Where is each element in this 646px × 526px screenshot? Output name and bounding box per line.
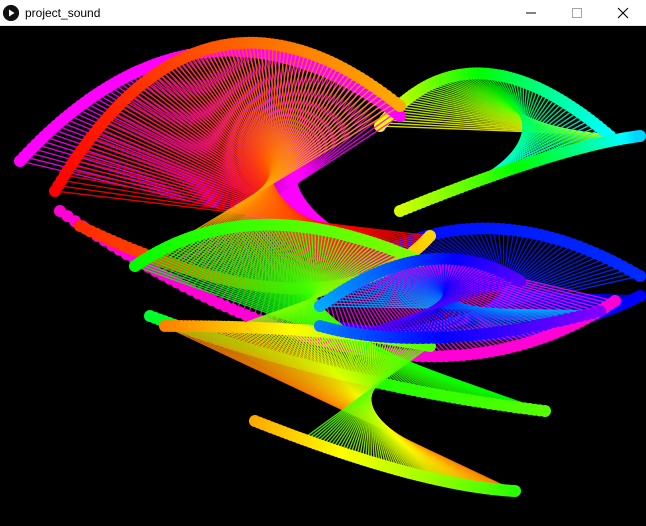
close-button[interactable]	[600, 0, 646, 26]
sketch-canvas[interactable]	[0, 26, 646, 526]
string-line	[128, 94, 383, 273]
edge-dot	[394, 100, 406, 112]
string-line	[139, 85, 375, 276]
processing-play-icon	[3, 4, 19, 21]
edge-dot	[609, 295, 621, 307]
edge-dot	[594, 305, 606, 317]
edge-dot	[634, 130, 646, 142]
sound-visualization	[14, 36, 646, 497]
edge-dot	[514, 275, 526, 287]
ribbon-lower-orange	[159, 320, 521, 497]
string-line	[160, 69, 360, 282]
string-line	[125, 98, 385, 272]
edge-dot	[394, 110, 406, 122]
edge-dot	[509, 485, 521, 497]
edge-dot	[634, 290, 646, 302]
edge-dot	[539, 405, 551, 417]
string-line	[354, 280, 521, 334]
string-line	[153, 74, 365, 280]
close-icon	[617, 7, 629, 19]
window-controls	[508, 0, 646, 26]
minimize-button[interactable]	[508, 0, 554, 26]
edge-dot	[424, 230, 436, 242]
string-line	[135, 88, 378, 275]
string-line	[429, 250, 591, 337]
ribbon-center-blue	[314, 252, 606, 344]
string-line	[118, 105, 390, 269]
string-line	[168, 65, 354, 283]
window-title: project_sound	[25, 5, 101, 20]
title-bar[interactable]: project_sound	[0, 0, 646, 26]
string-line	[302, 345, 431, 440]
maximize-icon	[572, 8, 582, 18]
maximize-button[interactable]	[554, 0, 600, 26]
edge-dot	[634, 270, 646, 282]
ribbon-top-right	[374, 67, 646, 217]
string-line	[146, 79, 370, 278]
string-line	[175, 61, 349, 285]
minimize-icon	[526, 12, 536, 14]
string-line	[405, 262, 618, 336]
